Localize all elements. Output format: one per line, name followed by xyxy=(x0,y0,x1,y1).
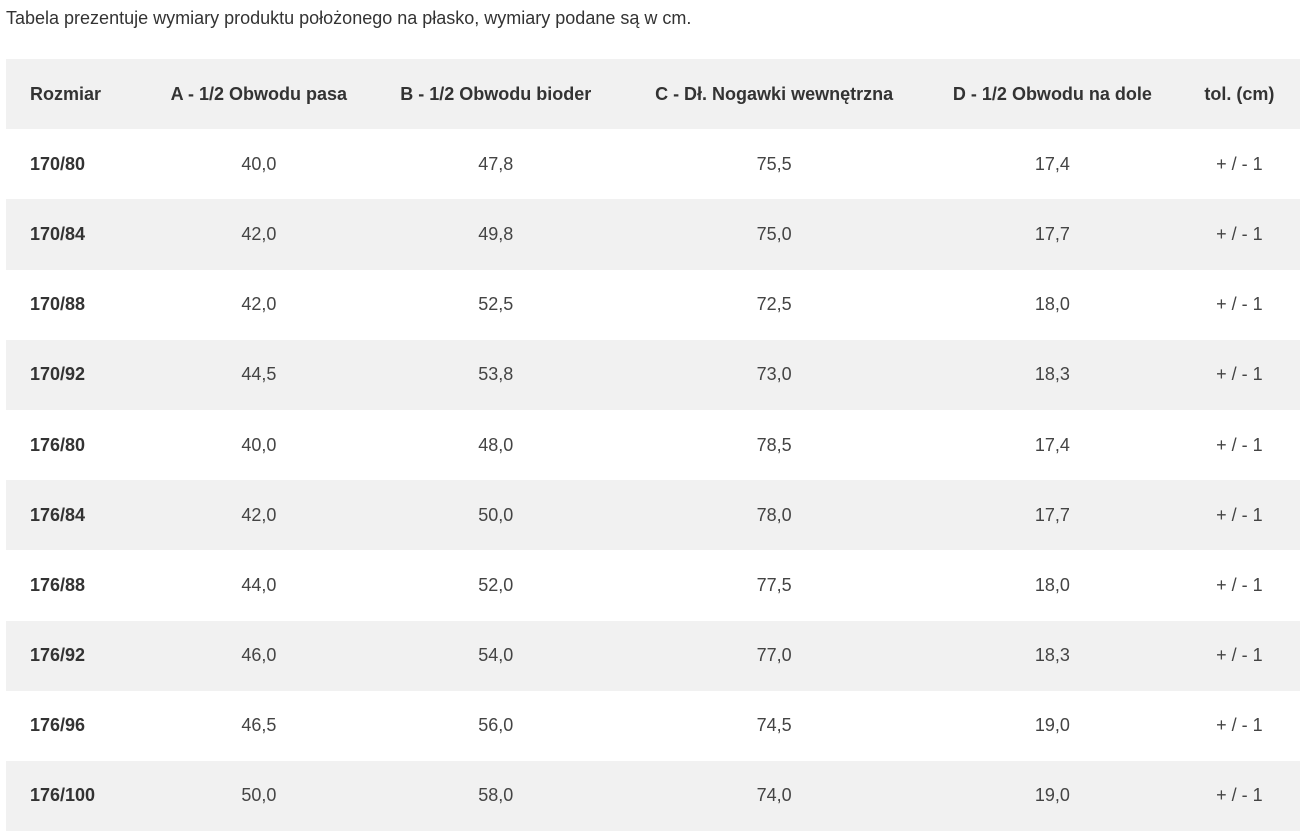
size-table: Rozmiar A - 1/2 Obwodu pasa B - 1/2 Obwo… xyxy=(6,59,1300,832)
cell-hips: 49,8 xyxy=(478,223,514,244)
cell-hips: 54,0 xyxy=(478,645,514,666)
table-row: 176/92 46,0 54,0 77,0 18,3 + / - 1 xyxy=(6,620,1300,691)
cell-size: 176/80 xyxy=(30,434,86,455)
cell-waist: 46,5 xyxy=(241,715,277,736)
cell-tolerance: + / - 1 xyxy=(1216,223,1263,244)
cell-size: 176/84 xyxy=(30,504,86,525)
cell-inseam: 78,5 xyxy=(756,434,792,455)
cell-hips: 53,8 xyxy=(478,364,514,385)
cell-size: 176/100 xyxy=(30,785,96,806)
cell-hem: 18,3 xyxy=(1034,645,1070,666)
cell-hem: 17,4 xyxy=(1034,153,1070,174)
table-row: 170/84 42,0 49,8 75,0 17,7 + / - 1 xyxy=(6,199,1300,270)
cell-tolerance: + / - 1 xyxy=(1216,294,1263,315)
table-row: 176/100 50,0 58,0 74,0 19,0 + / - 1 xyxy=(6,760,1300,832)
cell-tolerance: + / - 1 xyxy=(1216,785,1263,806)
cell-inseam: 75,5 xyxy=(756,153,792,174)
cell-tolerance: + / - 1 xyxy=(1216,434,1263,455)
cell-hips: 47,8 xyxy=(478,153,514,174)
cell-waist: 42,0 xyxy=(241,223,277,244)
table-row: 176/84 42,0 50,0 78,0 17,7 + / - 1 xyxy=(6,480,1300,551)
table-row: 170/88 42,0 52,5 72,5 18,0 + / - 1 xyxy=(6,269,1300,340)
cell-waist: 50,0 xyxy=(241,785,277,806)
cell-hem: 18,3 xyxy=(1034,364,1070,385)
cell-size: 176/92 xyxy=(30,645,86,666)
cell-inseam: 77,5 xyxy=(756,574,792,595)
cell-size: 176/88 xyxy=(30,574,86,595)
table-row: 176/80 40,0 48,0 78,5 17,4 + / - 1 xyxy=(6,409,1300,481)
cell-hem: 19,0 xyxy=(1034,785,1070,806)
cell-hips: 50,0 xyxy=(478,504,514,525)
cell-waist: 44,5 xyxy=(241,364,277,385)
cell-waist: 40,0 xyxy=(241,153,277,174)
header-hem: D - 1/2 Obwodu na dole xyxy=(926,59,1179,130)
cell-waist: 42,0 xyxy=(241,504,277,525)
cell-waist: 46,0 xyxy=(241,645,277,666)
cell-hips: 48,0 xyxy=(478,434,514,455)
header-waist: A - 1/2 Obwodu pasa xyxy=(148,59,370,130)
table-body: 170/80 40,0 47,8 75,5 17,4 + / - 1 170/84 42,0 4… xyxy=(6,129,1300,832)
cell-inseam: 77,0 xyxy=(756,645,792,666)
cell-size: 170/84 xyxy=(30,223,86,244)
cell-tolerance: + / - 1 xyxy=(1216,574,1263,595)
header-row: Rozmiar A - 1/2 Obwodu pasa B - 1/2 Obwo… xyxy=(6,59,1300,130)
table-row: 176/88 44,0 52,0 77,5 18,0 + / - 1 xyxy=(6,550,1300,621)
table-row: 170/92 44,5 53,8 73,0 18,3 + / - 1 xyxy=(6,339,1300,410)
cell-hem: 17,7 xyxy=(1034,504,1070,525)
cell-inseam: 74,0 xyxy=(756,785,792,806)
cell-hem: 18,0 xyxy=(1034,574,1070,595)
cell-size: 170/88 xyxy=(30,294,86,315)
cell-tolerance: + / - 1 xyxy=(1216,504,1263,525)
cell-tolerance: + / - 1 xyxy=(1216,153,1263,174)
table-row: 176/96 46,5 56,0 74,5 19,0 + / - 1 xyxy=(6,690,1300,761)
cell-hem: 17,4 xyxy=(1034,434,1070,455)
cell-tolerance: + / - 1 xyxy=(1216,715,1263,736)
cell-hem: 19,0 xyxy=(1034,715,1070,736)
cell-hips: 56,0 xyxy=(478,715,514,736)
cell-hips: 52,5 xyxy=(478,294,514,315)
table-row: 170/80 40,0 47,8 75,5 17,4 + / - 1 xyxy=(6,129,1300,200)
cell-hem: 18,0 xyxy=(1034,294,1070,315)
header-size: Rozmiar xyxy=(6,59,149,130)
cell-hips: 58,0 xyxy=(478,785,514,806)
cell-hips: 52,0 xyxy=(478,574,514,595)
header-inseam: C - Dł. Nogawki wewnętrzna xyxy=(622,59,927,130)
cell-size: 176/96 xyxy=(30,715,86,736)
cell-tolerance: + / - 1 xyxy=(1216,364,1263,385)
header-tolerance: tol. (cm) xyxy=(1178,59,1300,130)
table-header: Rozmiar A - 1/2 Obwodu pasa B - 1/2 Obwo… xyxy=(6,59,1300,130)
cell-waist: 40,0 xyxy=(241,434,277,455)
cell-hem: 17,7 xyxy=(1034,223,1070,244)
cell-inseam: 74,5 xyxy=(756,715,792,736)
cell-inseam: 78,0 xyxy=(756,504,792,525)
cell-size: 170/80 xyxy=(30,153,86,174)
table-description: Tabela prezentuje wymiary produktu położ… xyxy=(6,8,692,28)
cell-inseam: 73,0 xyxy=(756,364,792,385)
cell-waist: 44,0 xyxy=(241,574,277,595)
cell-size: 170/92 xyxy=(30,364,86,385)
cell-inseam: 75,0 xyxy=(756,223,792,244)
cell-waist: 42,0 xyxy=(241,294,277,315)
cell-inseam: 72,5 xyxy=(756,294,792,315)
cell-tolerance: + / - 1 xyxy=(1216,645,1263,666)
header-hips: B - 1/2 Obwodu bioder xyxy=(369,59,623,130)
